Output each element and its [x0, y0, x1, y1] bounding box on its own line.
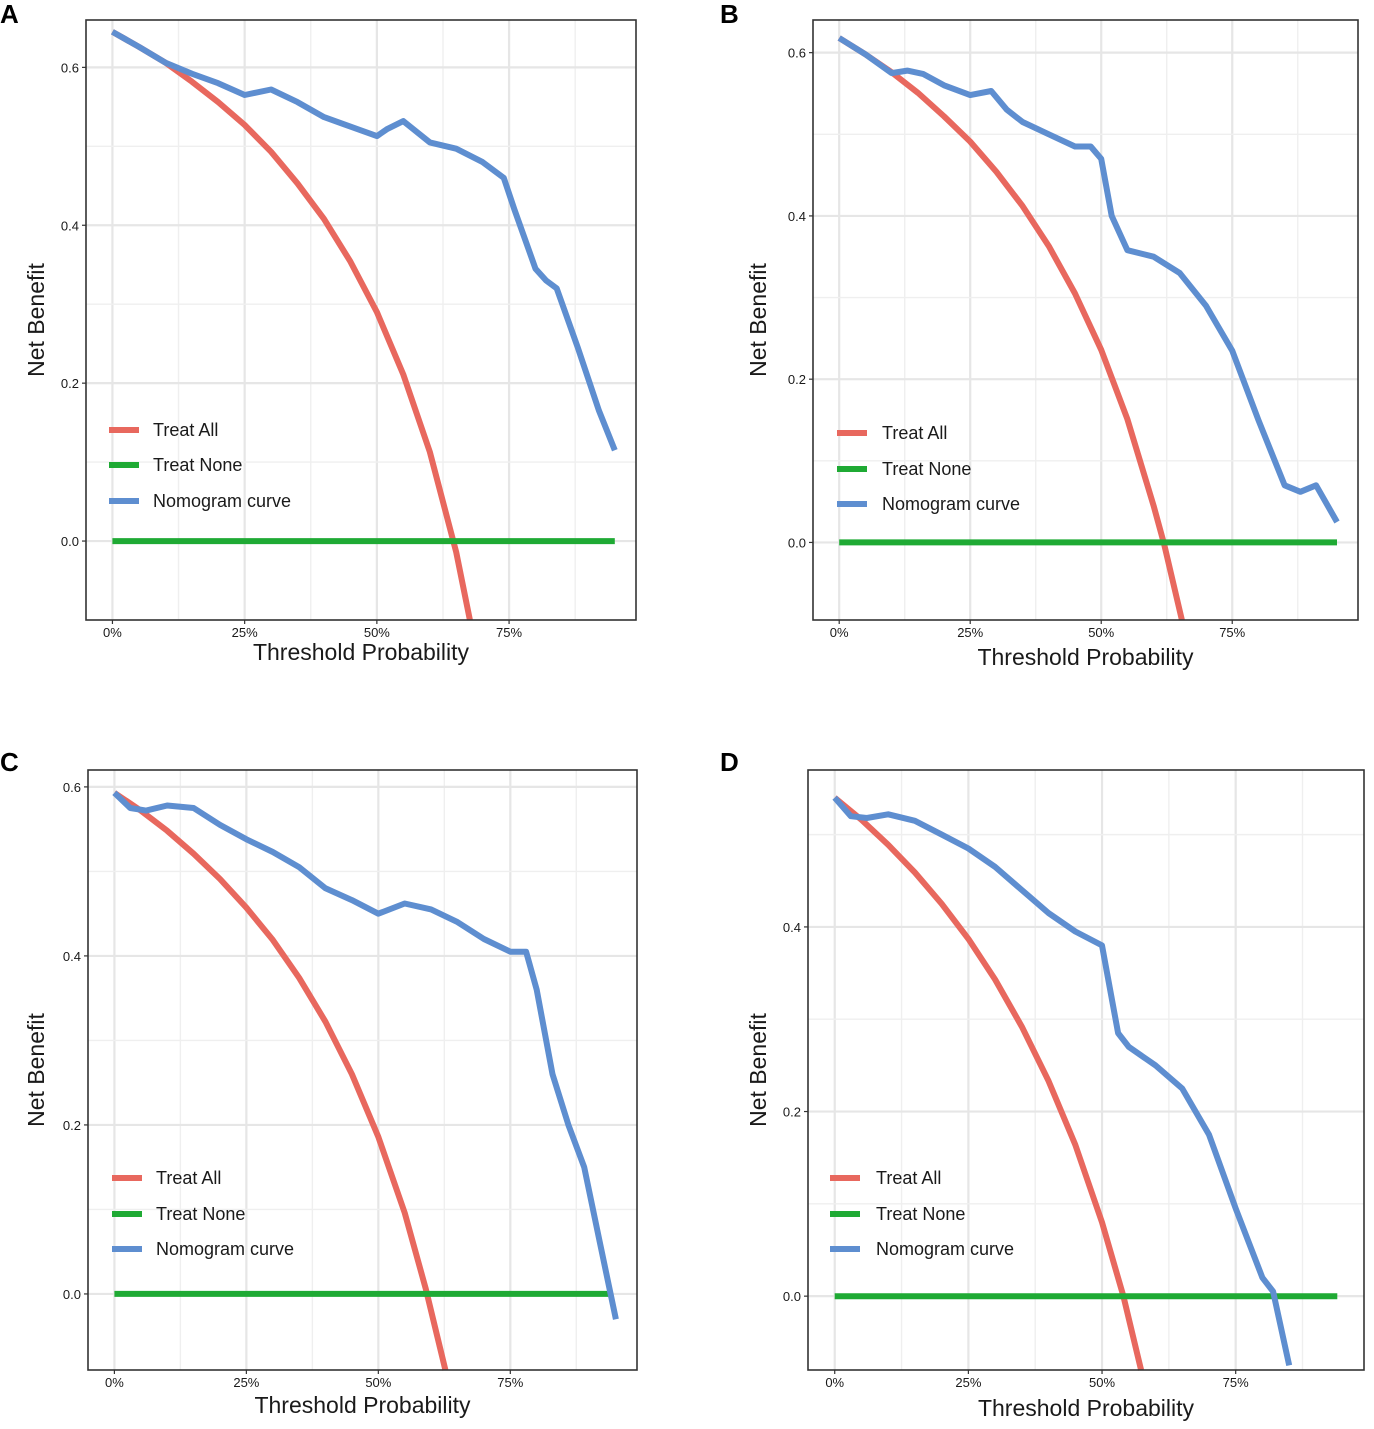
- legend-label: Treat None: [882, 459, 971, 479]
- series-treat-all: [112, 790, 449, 1371]
- panel-letter: C: [0, 747, 19, 777]
- y-tick-label: 0.4: [783, 920, 801, 935]
- x-axis-title: Threshold Probability: [977, 644, 1194, 670]
- series-treat-all: [110, 29, 473, 621]
- y-tick-label: 0.6: [61, 60, 79, 75]
- y-tick-label: 0.0: [63, 1287, 81, 1302]
- y-tick-label: 0.2: [61, 376, 79, 391]
- x-tick-label: 0%: [103, 625, 122, 640]
- series-treat-all: [837, 35, 1185, 621]
- series-nomogram-curve: [832, 795, 1293, 1367]
- series-treat-all: [832, 795, 1145, 1371]
- legend-label: Nomogram curve: [153, 491, 291, 511]
- y-axis-title: Net Benefit: [23, 1013, 49, 1127]
- chart-panel-C: C 0.0 0.2 0.4 0.6 0% 25% 50% 75% Threshold Probab…: [0, 747, 638, 1418]
- x-tick-label: 0%: [830, 625, 849, 640]
- legend-label: Treat All: [876, 1168, 941, 1188]
- legend: Treat All Treat None Nomogram curve: [112, 1168, 294, 1259]
- legend-label: Treat None: [876, 1204, 965, 1224]
- plot-frame: [87, 769, 638, 1371]
- x-tick-label: 25%: [232, 625, 258, 640]
- series-nomogram-curve: [112, 790, 619, 1320]
- y-axis-title: Net Benefit: [745, 263, 771, 377]
- legend: Treat All Treat None Nomogram curve: [830, 1168, 1014, 1259]
- legend-label: Nomogram curve: [882, 494, 1020, 514]
- x-tick-label: 75%: [497, 1375, 523, 1390]
- panel-letter: B: [720, 0, 739, 29]
- plot-frame: [812, 19, 1359, 621]
- x-tick-label: 0%: [825, 1375, 844, 1390]
- y-tick-label: 0.2: [63, 1118, 81, 1133]
- x-tick-label: 50%: [365, 1375, 391, 1390]
- x-tick-label: 50%: [1088, 625, 1114, 640]
- legend-label: Treat All: [882, 423, 947, 443]
- x-axis-title: Threshold Probability: [978, 1395, 1195, 1421]
- y-tick-label: 0.0: [61, 534, 79, 549]
- legend-label: Treat None: [156, 1204, 245, 1224]
- legend: Treat All Treat None Nomogram curve: [837, 423, 1020, 514]
- y-tick-label: 0.0: [783, 1289, 801, 1304]
- y-axis-title: Net Benefit: [23, 263, 49, 377]
- plot-frame: [807, 769, 1365, 1371]
- y-tick-label: 0.6: [63, 780, 81, 795]
- x-axis-title: Threshold Probability: [253, 639, 470, 665]
- y-tick-label: 0.4: [61, 218, 79, 233]
- y-tick-label: 0.0: [788, 535, 806, 550]
- x-tick-label: 50%: [364, 625, 390, 640]
- plot-frame: [85, 19, 637, 621]
- legend-label: Treat None: [153, 455, 242, 475]
- series-nomogram-curve: [837, 35, 1340, 524]
- x-tick-label: 75%: [1219, 625, 1245, 640]
- x-tick-label: 25%: [233, 1375, 259, 1390]
- chart-panel-A: A 0.0 0.2 0.4 0.6 0% 25% 50% 75% Threshold Probab…: [0, 0, 637, 665]
- chart-panel-B: B 0.0 0.2 0.4 0.6 0% 25% 50% 75% Threshold Probab…: [720, 0, 1359, 670]
- y-tick-label: 0.4: [63, 949, 81, 964]
- y-tick-label: 0.2: [783, 1105, 801, 1120]
- panel-letter: A: [0, 0, 19, 29]
- series-nomogram-curve: [110, 29, 618, 452]
- legend-label: Treat All: [156, 1168, 221, 1188]
- legend: Treat All Treat None Nomogram curve: [109, 420, 291, 511]
- panel-letter: D: [720, 747, 739, 777]
- y-axis-title: Net Benefit: [745, 1013, 771, 1127]
- chart-panel-D: D 0.0 0.2 0.4 0% 25% 50% 75% Threshold Probabili…: [720, 747, 1365, 1421]
- legend-label: Nomogram curve: [876, 1239, 1014, 1259]
- y-tick-label: 0.2: [788, 372, 806, 387]
- legend-label: Nomogram curve: [156, 1239, 294, 1259]
- y-tick-label: 0.4: [788, 209, 806, 224]
- x-tick-label: 75%: [496, 625, 522, 640]
- x-tick-label: 75%: [1223, 1375, 1249, 1390]
- x-tick-label: 0%: [105, 1375, 124, 1390]
- legend-label: Treat All: [153, 420, 218, 440]
- x-tick-label: 25%: [957, 625, 983, 640]
- y-tick-label: 0.6: [788, 46, 806, 61]
- x-axis-title: Threshold Probability: [254, 1392, 471, 1418]
- x-tick-label: 50%: [1089, 1375, 1115, 1390]
- x-tick-label: 25%: [955, 1375, 981, 1390]
